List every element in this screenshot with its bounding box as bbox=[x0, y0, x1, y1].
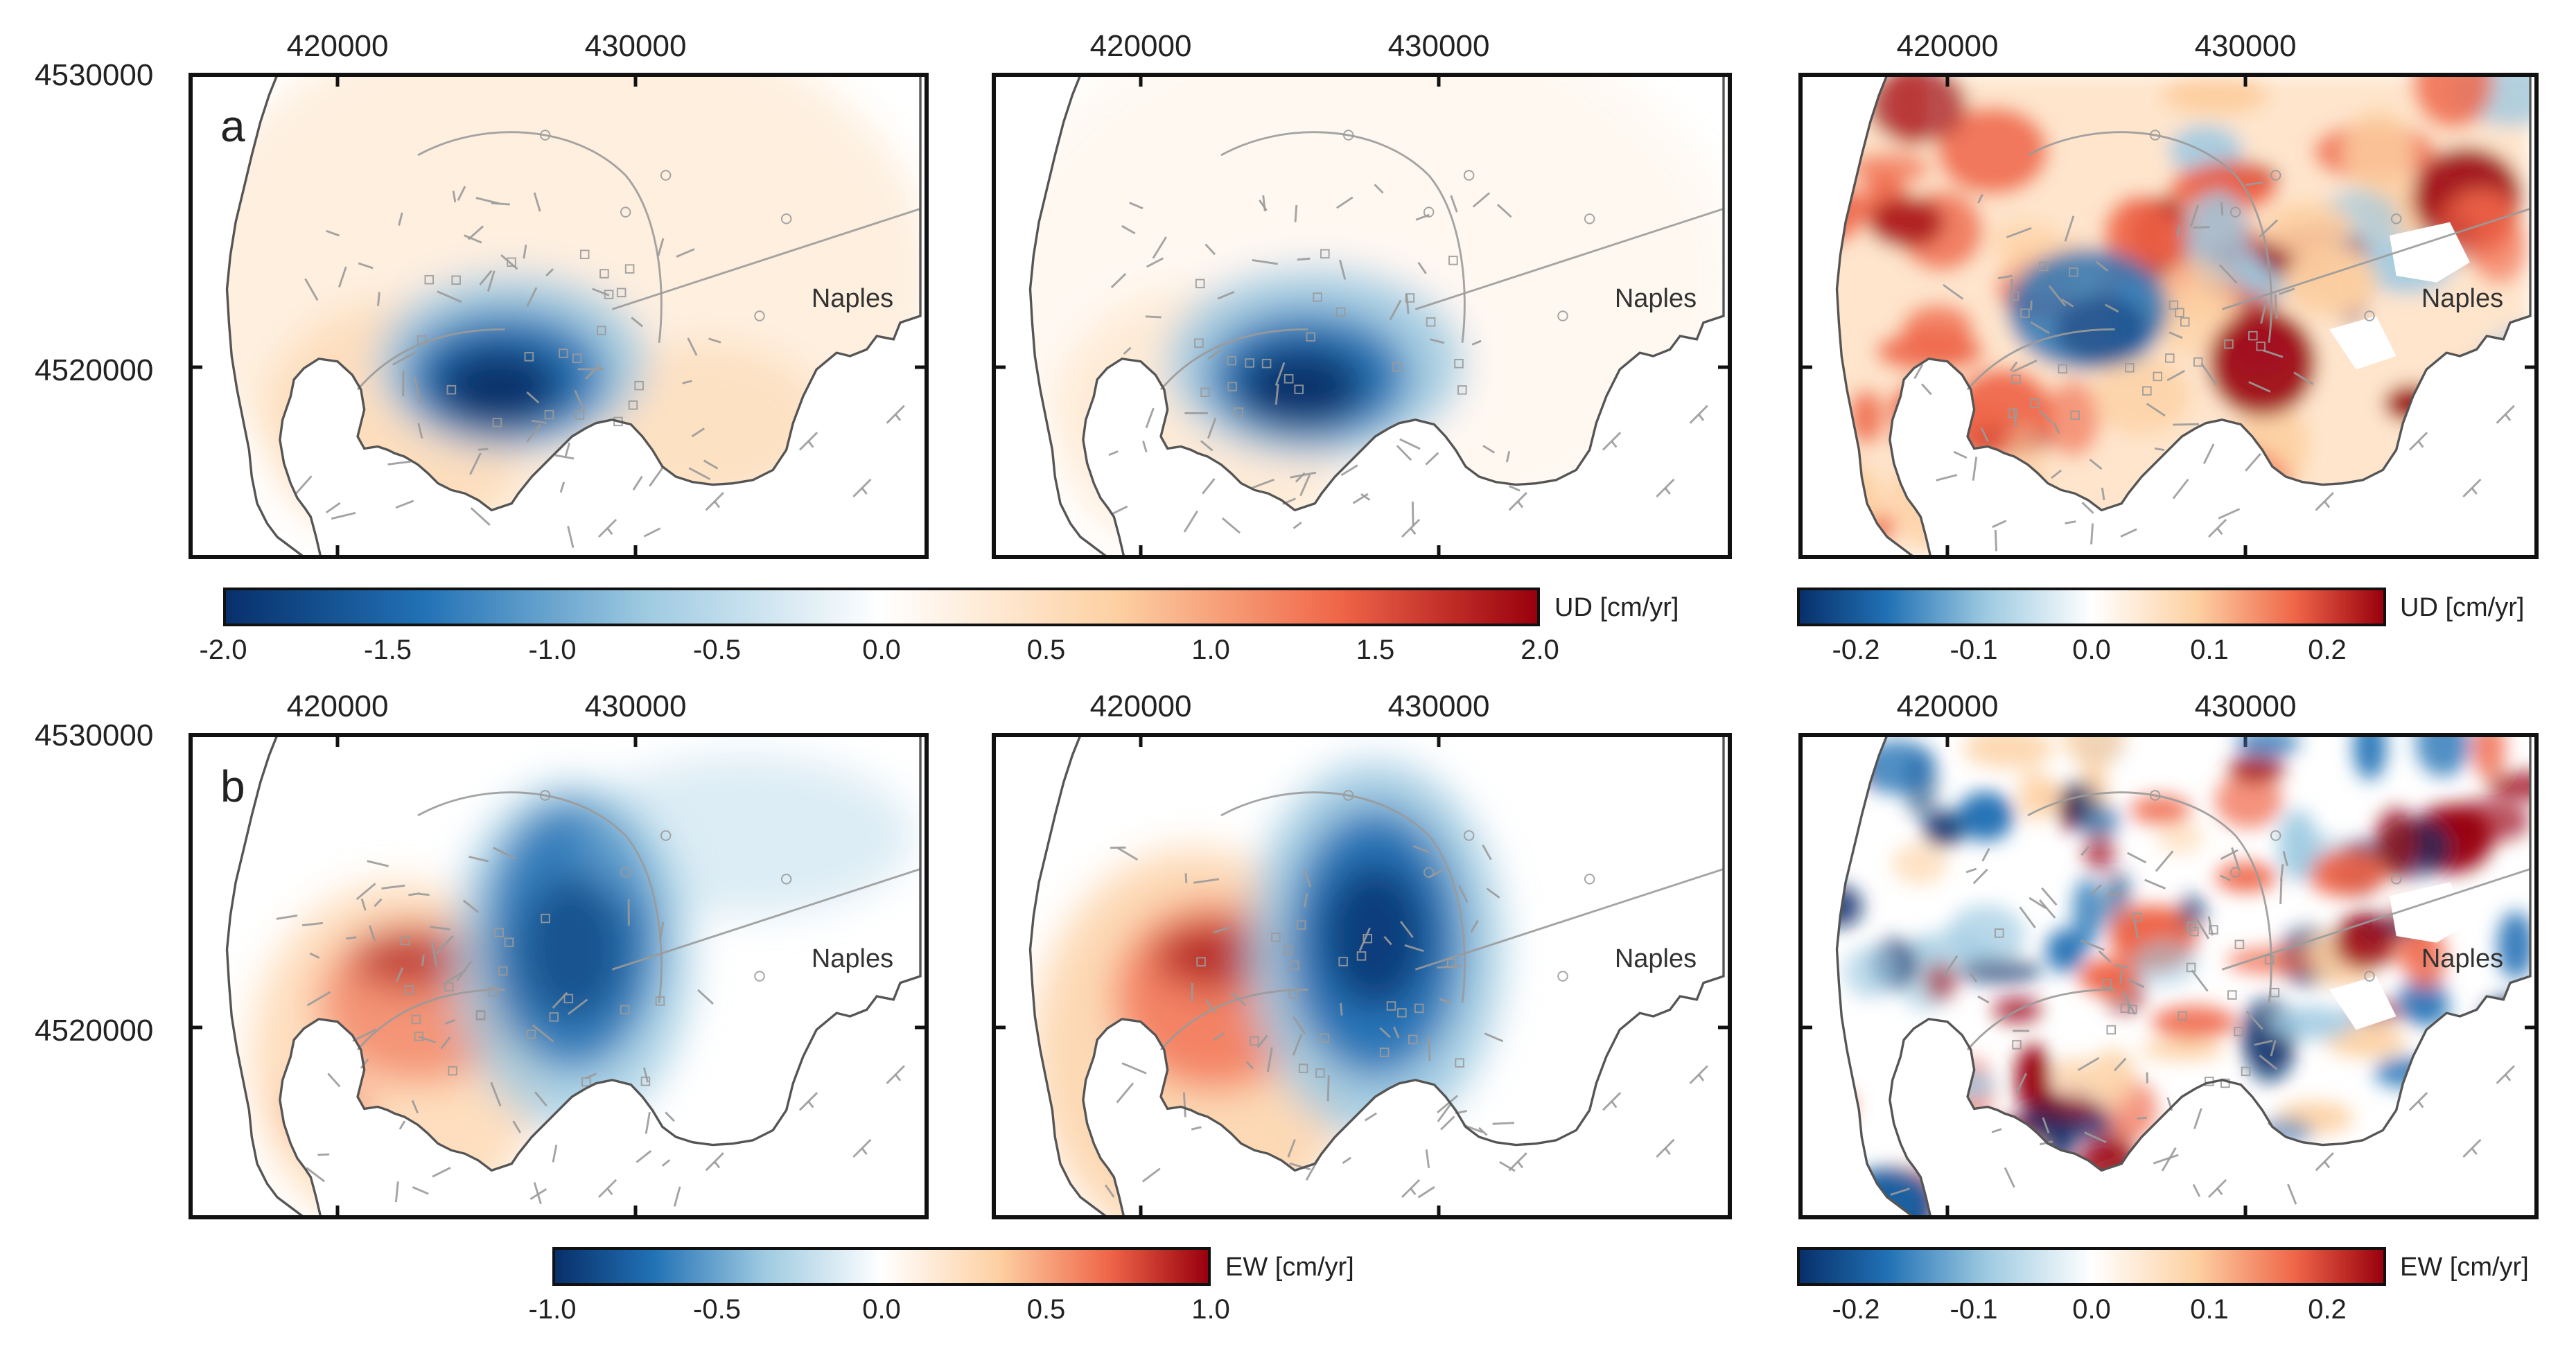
x-tick-430000: 430000 bbox=[2194, 29, 2297, 63]
x-tick-420000: 420000 bbox=[286, 689, 389, 723]
colorbar-tick-label: 0.0 bbox=[2072, 635, 2111, 665]
colorbar-tick-label: -1.0 bbox=[528, 635, 577, 665]
y-tick-4520000-row-a: 4520000 bbox=[35, 353, 154, 387]
y-tick-4520000-row-b: 4520000 bbox=[35, 1014, 154, 1048]
panel-letter-b: b bbox=[220, 761, 245, 811]
colorbar-label: UD [cm/yr] bbox=[2400, 593, 2525, 622]
colorbar-tick-label: -0.1 bbox=[1949, 635, 1998, 665]
x-tick-430000: 430000 bbox=[1387, 689, 1490, 723]
colorbar-tick-label: 2.0 bbox=[1521, 635, 1559, 665]
colorbar-tick-label: -0.2 bbox=[1832, 635, 1880, 665]
map-panel-a-model bbox=[1028, 75, 1725, 557]
colorbar-tick-label: -0.2 bbox=[1832, 1294, 1880, 1325]
colorbar-tick-label: 1.0 bbox=[1191, 1294, 1230, 1325]
x-tick-430000: 430000 bbox=[584, 29, 687, 63]
colorbar-tick-label: 0.2 bbox=[2308, 635, 2347, 665]
y-tick-4530000-row-a: 4530000 bbox=[35, 58, 154, 92]
colorbar-tick-label: 1.0 bbox=[1191, 635, 1230, 665]
colorbar-tick-label: -0.1 bbox=[1949, 1294, 1998, 1325]
map-panel-b-observed bbox=[225, 735, 922, 1217]
colorbar-tick-label: 0.2 bbox=[2308, 1294, 2347, 1325]
map-panel-b-residual bbox=[1835, 735, 2532, 1217]
x-tick-430000: 430000 bbox=[1387, 29, 1490, 63]
colorbar-tick-label: 0.5 bbox=[1026, 1294, 1066, 1325]
panel-letter-a: a bbox=[220, 101, 245, 151]
x-tick-420000: 420000 bbox=[286, 29, 389, 63]
colorbar-tick-label: 0.0 bbox=[2072, 1294, 2111, 1325]
colorbar-ew bbox=[552, 1247, 1211, 1286]
map-panel-a-observed bbox=[225, 75, 922, 557]
x-tick-420000: 420000 bbox=[1896, 29, 1999, 63]
y-tick-4530000-row-b: 4530000 bbox=[35, 718, 154, 752]
x-tick-430000: 430000 bbox=[2194, 689, 2297, 723]
place-label-naples: Naples bbox=[1614, 284, 1697, 313]
map-panel-a-residual bbox=[1835, 75, 2532, 557]
colorbar-tick-label: -0.5 bbox=[693, 1294, 741, 1325]
place-label-naples: Naples bbox=[2421, 284, 2504, 313]
place-label-naples: Naples bbox=[2421, 944, 2504, 973]
colorbar-label: UD [cm/yr] bbox=[1554, 593, 1679, 622]
colorbar-tick-label: -1.0 bbox=[528, 1294, 577, 1325]
colorbar-tick-label: 0.0 bbox=[862, 635, 901, 665]
place-label-naples: Naples bbox=[1614, 944, 1697, 973]
x-tick-420000: 420000 bbox=[1896, 689, 1999, 723]
colorbar-label: EW [cm/yr] bbox=[2400, 1253, 2529, 1282]
map-panel-b-model bbox=[1028, 735, 1725, 1217]
colorbar-ew-residual bbox=[1797, 1247, 2386, 1286]
x-tick-420000: 420000 bbox=[1089, 689, 1192, 723]
colorbar-ud bbox=[223, 588, 1540, 626]
colorbar-label: EW [cm/yr] bbox=[1225, 1253, 1354, 1282]
colorbar-tick-label: -2.0 bbox=[199, 635, 247, 665]
colorbar-tick-label: 0.1 bbox=[2190, 635, 2229, 665]
colorbar-tick-label: 1.5 bbox=[1356, 635, 1395, 665]
place-label-naples: Naples bbox=[811, 944, 894, 973]
place-label-naples: Naples bbox=[811, 284, 894, 313]
colorbar-ud-residual bbox=[1797, 588, 2386, 626]
colorbar-tick-label: 0.1 bbox=[2190, 1294, 2229, 1325]
colorbar-tick-label: 0.0 bbox=[862, 1294, 901, 1325]
colorbar-tick-label: -0.5 bbox=[693, 635, 741, 665]
x-tick-430000: 430000 bbox=[584, 689, 687, 723]
colorbar-tick-label: -1.5 bbox=[364, 635, 412, 665]
x-tick-420000: 420000 bbox=[1089, 29, 1192, 63]
colorbar-tick-label: 0.5 bbox=[1026, 635, 1066, 665]
